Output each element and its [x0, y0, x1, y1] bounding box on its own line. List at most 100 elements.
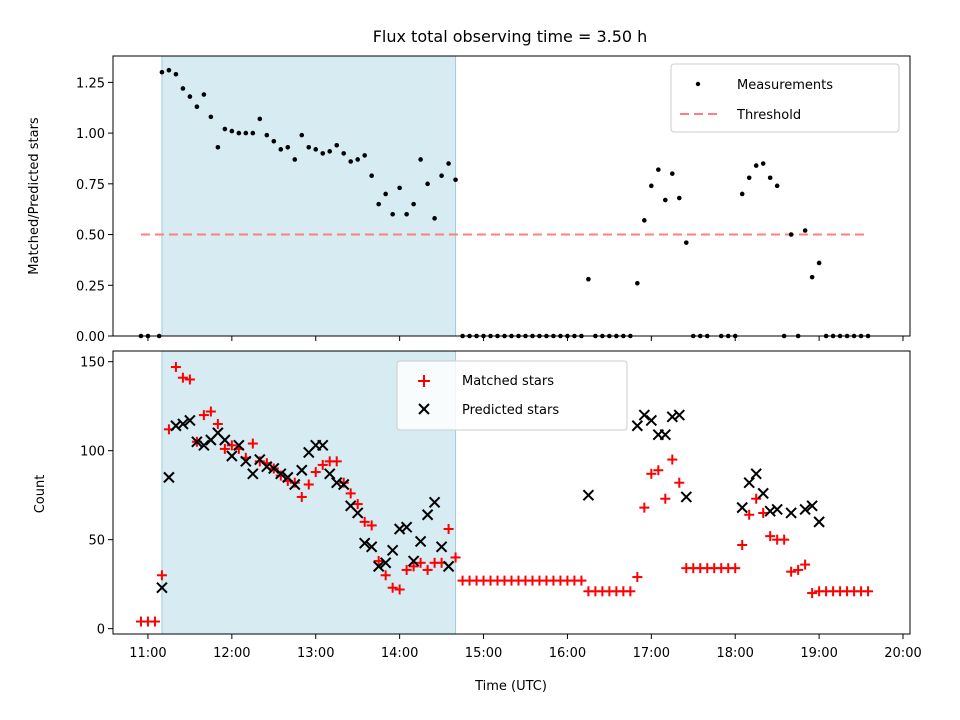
measurement-point [746, 175, 752, 181]
matched-star-point [219, 443, 230, 454]
measurement-point [208, 114, 214, 120]
bottom-legend-box [396, 360, 628, 431]
matched-star-point [373, 556, 384, 567]
measurement-point [390, 211, 395, 217]
measurement-point [285, 145, 291, 150]
predicted-star-point [275, 468, 287, 480]
legend-label-predicted-stars: Predicted stars [462, 403, 559, 418]
measurement-point [788, 232, 794, 237]
x-tick-label: 13:00 [297, 646, 334, 661]
x-tick-label: 18:00 [716, 646, 753, 661]
star-count-points [135, 362, 874, 627]
measurement-point [278, 147, 284, 152]
matched-star-point [450, 552, 461, 563]
matched-star-point [352, 499, 363, 510]
measurement-point [194, 104, 200, 110]
y-tick-label: 0.50 [76, 229, 105, 244]
measurement-point [774, 183, 780, 189]
bottom-panel: 0 50 100 150 11:00 12:00 13:00 14:00 15:00 16:00… [33, 350, 922, 694]
predicted-star-point [372, 560, 385, 573]
predicted-star-point [296, 464, 308, 476]
legend-marker-measurements [695, 81, 701, 87]
measurement-point [809, 274, 815, 280]
predicted-star-point [631, 420, 644, 432]
matched-star-point [359, 516, 370, 527]
measurement-point [418, 157, 423, 162]
matched-star-point [380, 570, 391, 581]
matched-star-point [331, 456, 342, 467]
predicted-star-point [421, 509, 434, 521]
measurement-point [222, 126, 228, 132]
measurement-point [816, 260, 822, 266]
y-tick-label: 50 [88, 534, 105, 549]
measurement-point [635, 280, 640, 286]
matched-star-point [289, 477, 300, 488]
measurement-point [453, 177, 458, 183]
x-tick-label: 11:00 [129, 646, 166, 661]
measurement-point [201, 92, 207, 97]
measurement-point [683, 240, 689, 245]
y-tick-label: 150 [80, 356, 105, 371]
measurement-point [166, 67, 172, 73]
measurement-point [215, 145, 221, 150]
matched-star-point [765, 531, 776, 542]
measurement-point [187, 94, 193, 99]
matched-star-point [170, 362, 181, 373]
measurement-point [753, 163, 759, 168]
matched-star-point [863, 586, 874, 597]
measurement-point [397, 185, 402, 191]
matched-star-point [786, 566, 797, 577]
measurement-point [327, 149, 333, 154]
predicted-star-point [666, 411, 679, 423]
bottom-legend: Matched stars Predicted stars [396, 360, 628, 431]
matched-star-point [660, 493, 671, 504]
matched-star-point [303, 479, 314, 490]
measurement-point [243, 130, 249, 136]
matched-star-point [366, 520, 377, 531]
predicted-star-point [247, 468, 259, 480]
predicted-star-point [428, 496, 441, 508]
measurement-point [348, 159, 354, 164]
predicted-star-point [407, 555, 420, 567]
predicted-star-point [268, 462, 280, 475]
predicted-star-point [358, 537, 371, 549]
measurement-point [257, 116, 263, 122]
matched-star-point [177, 372, 188, 383]
x-tick-label: 14:00 [381, 646, 418, 661]
measurement-point [649, 183, 654, 189]
predicted-star-point [317, 439, 329, 452]
top-x-ticks [147, 336, 904, 341]
top-legend: Measurements Threshold [670, 63, 900, 133]
predicted-star-point [170, 420, 182, 432]
top-y-axis-label: Matched/Predicted stars [27, 117, 42, 275]
predicted-star-point [351, 507, 364, 519]
predicted-star-point [386, 544, 399, 557]
matched-star-point [296, 491, 307, 502]
matched-star-point [779, 534, 790, 545]
matched-star-point [737, 540, 748, 551]
predicted-star-point [813, 516, 825, 528]
bottom-y-axis-label: Count [33, 475, 48, 514]
matched-star-point [443, 523, 454, 534]
measurement-point [313, 147, 319, 152]
predicted-star-point [289, 478, 301, 491]
matched-star-point [212, 418, 223, 429]
predicted-star-point [673, 409, 685, 421]
measurement-point [663, 197, 668, 203]
matched-star-point [401, 564, 412, 575]
chart-title: Flux total observing time = 3.50 h [373, 27, 648, 46]
predicted-star-point [582, 489, 595, 501]
top-panel: Flux total observing time = 3.50 h 0.000… [27, 27, 911, 345]
bottom-axes-frame [112, 350, 911, 635]
top-y-ticks: 0.00 0.25 0.50 0.75 1.00 1.25 [76, 76, 113, 345]
predicted-star-point [191, 436, 203, 448]
predicted-star-point [261, 460, 273, 473]
measurement-point [376, 201, 381, 207]
measurement-point [341, 151, 347, 156]
matched-star-point [338, 477, 349, 488]
x-tick-label: 20:00 [884, 646, 921, 661]
predicted-star-point [743, 477, 755, 489]
measurement-point [439, 173, 444, 179]
predicted-star-point [240, 455, 252, 468]
x-tick-label: 19:00 [800, 646, 837, 661]
